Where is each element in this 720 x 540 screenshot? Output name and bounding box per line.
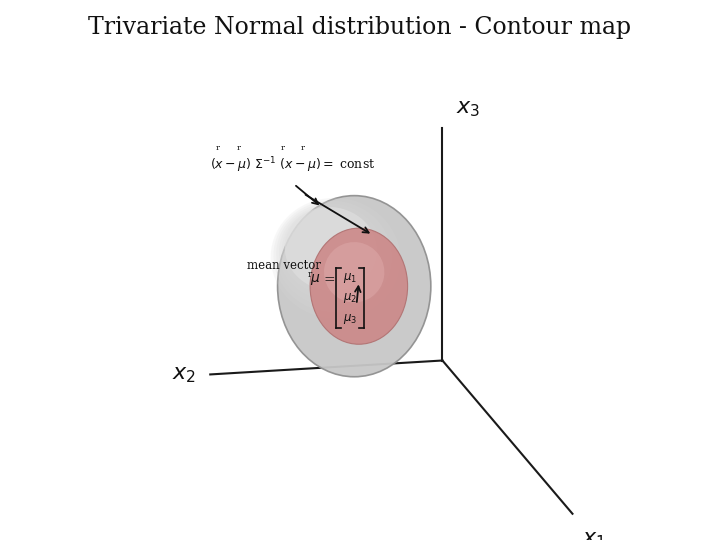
Text: $x_3$: $x_3$ xyxy=(456,97,481,119)
Text: Trivariate Normal distribution - Contour map: Trivariate Normal distribution - Contour… xyxy=(89,16,631,39)
Text: $\mu$: $\mu$ xyxy=(310,272,320,287)
Ellipse shape xyxy=(274,201,392,312)
Text: r: r xyxy=(307,270,312,279)
Ellipse shape xyxy=(284,212,359,286)
Text: r: r xyxy=(237,145,241,152)
Text: mean vector: mean vector xyxy=(248,259,321,272)
Text: $\mu_2$: $\mu_2$ xyxy=(343,291,357,305)
Ellipse shape xyxy=(276,204,384,306)
Text: $(x-\mu)$ $\Sigma^{-1}$ $(x-\mu)=$ const: $(x-\mu)$ $\Sigma^{-1}$ $(x-\mu)=$ const xyxy=(210,156,376,176)
Ellipse shape xyxy=(271,198,400,319)
Ellipse shape xyxy=(324,242,384,302)
Text: $\mu_3$: $\mu_3$ xyxy=(343,312,357,326)
Ellipse shape xyxy=(282,209,367,293)
Text: $x_1$: $x_1$ xyxy=(582,528,606,540)
Ellipse shape xyxy=(279,206,376,299)
Text: r: r xyxy=(301,145,305,152)
Text: r: r xyxy=(280,145,284,152)
Ellipse shape xyxy=(278,195,431,377)
Text: r: r xyxy=(216,145,220,152)
Ellipse shape xyxy=(284,207,377,291)
Ellipse shape xyxy=(310,228,408,345)
Text: =: = xyxy=(323,273,335,287)
Text: $x_2$: $x_2$ xyxy=(172,363,197,386)
Text: $\mu_1$: $\mu_1$ xyxy=(343,271,357,285)
